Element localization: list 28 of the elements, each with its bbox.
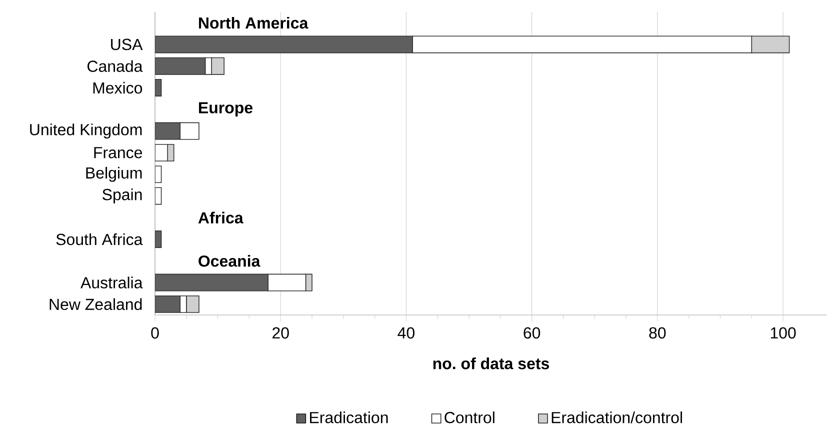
y-tick-label: South Africa: [56, 233, 143, 246]
y-tick-label: Australia: [80, 276, 143, 288]
legend-label: Eradication: [310, 412, 388, 424]
annotation: Africa: [198, 212, 244, 224]
x-tick-label: 20: [272, 327, 289, 339]
y-tick-label: France: [94, 147, 142, 158]
y-tick-label: New Zealand: [50, 298, 142, 310]
text: Control: [444, 412, 494, 424]
y-tick-label: USA: [111, 38, 143, 50]
x-tick-label: 80: [649, 327, 666, 339]
x-tick-label: 100: [770, 327, 796, 339]
x-tick-label: 40: [398, 327, 414, 339]
y-tick-label: Canada: [88, 60, 143, 72]
x-tick-label: 60: [524, 327, 540, 339]
x-axis-title: no. of data sets: [433, 358, 550, 370]
annotation: Europe: [199, 102, 253, 117]
bar: [155, 187, 162, 205]
annotation: Oceania: [198, 255, 260, 267]
annotation: North America: [199, 17, 308, 29]
y-tick-label: Belgium: [86, 166, 142, 182]
y-tick-label: United Kingdom: [30, 124, 142, 139]
x-tick-label: 0: [151, 327, 159, 339]
legend-label: Eradication/control: [552, 412, 682, 424]
bar: [155, 230, 162, 248]
bar: [155, 166, 162, 184]
y-tick-label: Mexico: [93, 82, 142, 94]
y-tick-label: Spain: [102, 188, 142, 204]
bar: [155, 79, 162, 97]
